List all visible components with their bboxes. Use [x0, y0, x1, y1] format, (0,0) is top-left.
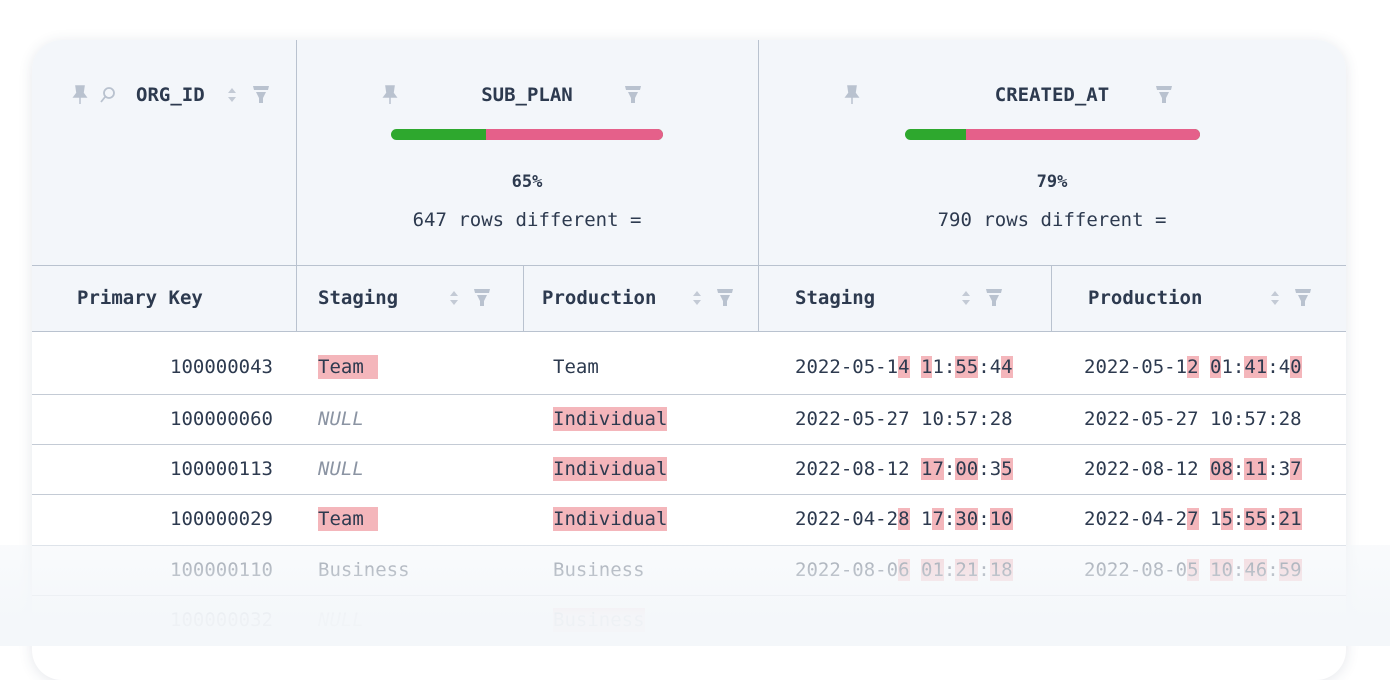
pin-icon[interactable] — [842, 84, 862, 106]
header-bg — [32, 40, 1346, 331]
cell-value: 2022-08-12 08:11:37 — [1084, 458, 1302, 480]
subcolumn-divider — [1051, 265, 1052, 331]
column-divider — [758, 40, 759, 331]
primary-key: 100000043 — [170, 356, 273, 378]
pin-icon[interactable] — [70, 84, 90, 106]
rows-different: 647 rows different = — [412, 209, 642, 231]
cell-value: 2022-05-12 01:41:40 — [1084, 356, 1302, 378]
column-name: ORG_ID — [136, 84, 205, 106]
cell-value: 2022-08-12 17:00:35 — [795, 458, 1013, 480]
column-name: CREATED_AT — [994, 84, 1110, 106]
diff-bar — [391, 129, 663, 140]
cell-value: 2022-05-27 10:57:28 — [795, 408, 1013, 430]
filter-icon[interactable] — [1154, 83, 1174, 105]
cell-value: Team — [318, 355, 378, 379]
subheader: Production — [542, 287, 657, 309]
sort-icon[interactable] — [1265, 287, 1285, 309]
cell-value: 2022-05-14 11:55:44 — [795, 356, 1013, 378]
cell-value: NULL — [318, 458, 364, 480]
filter-icon[interactable] — [984, 286, 1004, 308]
column-name: SUB_PLAN — [481, 84, 573, 106]
filter-icon[interactable] — [623, 83, 643, 105]
row-divider — [32, 444, 1346, 445]
column-divider — [296, 40, 297, 331]
cell-value: Individual — [553, 457, 668, 481]
diff-bar-segment — [966, 129, 1200, 140]
row-divider — [32, 494, 1346, 495]
subheader: Staging — [795, 287, 876, 309]
cell-value: 2022-05-27 10:57:28 — [1084, 408, 1302, 430]
rows-different: 790 rows different = — [937, 209, 1167, 231]
fade-overlay — [0, 545, 1390, 646]
subcolumn-divider — [523, 265, 524, 331]
diff-percent: 79% — [1036, 172, 1068, 192]
cell-value: Individual — [553, 407, 668, 431]
primary-key: 100000029 — [170, 508, 273, 530]
subheader: Primary Key — [77, 287, 203, 309]
primary-key: 100000060 — [170, 408, 273, 430]
sort-icon[interactable] — [687, 287, 707, 309]
cell-value: Individual — [553, 507, 668, 531]
sort-icon[interactable] — [956, 287, 976, 309]
filter-icon[interactable] — [251, 83, 271, 105]
diff-percent: 65% — [511, 172, 543, 192]
cell-value: 2022-04-28 17:30:10 — [795, 508, 1013, 530]
subheader-divider — [32, 331, 1346, 332]
filter-icon[interactable] — [472, 286, 492, 308]
header-divider — [32, 265, 1346, 266]
diff-bar — [904, 129, 1200, 140]
diff-bar-segment — [486, 129, 663, 140]
filter-icon[interactable] — [1293, 286, 1313, 308]
row-divider — [32, 394, 1346, 395]
primary-key: 100000113 — [170, 458, 273, 480]
pin-icon[interactable] — [380, 84, 400, 106]
filter-icon[interactable] — [715, 286, 735, 308]
subheader: Production — [1088, 287, 1203, 309]
search-icon[interactable] — [98, 84, 118, 106]
sort-icon[interactable] — [444, 287, 464, 309]
page: {"columns": { "org_id": {"name": "ORG_ID… — [0, 40, 1390, 646]
cell-value: NULL — [318, 408, 364, 430]
cell-value: 2022-04-27 15:55:21 — [1084, 508, 1302, 530]
cell-value: Team — [318, 507, 378, 531]
sort-icon[interactable] — [222, 84, 242, 106]
subheader: Staging — [318, 287, 399, 309]
cell-value: Team — [553, 356, 599, 378]
